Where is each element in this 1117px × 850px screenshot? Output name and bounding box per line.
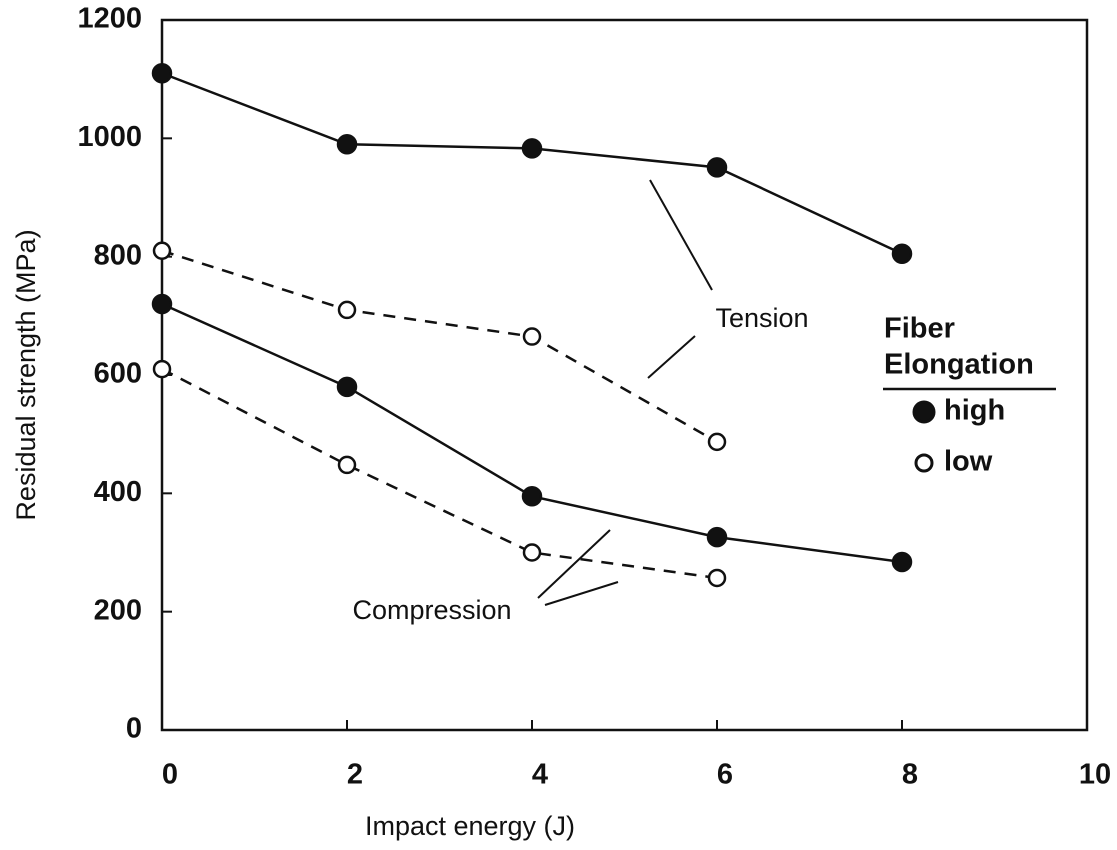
- y-tick-label: 400: [94, 476, 142, 508]
- point: [891, 243, 913, 264]
- point: [152, 359, 172, 379]
- series-line: [161, 72, 903, 255]
- point: [152, 241, 172, 260]
- y-tick-label: 0: [126, 713, 142, 745]
- y-tick-label: 600: [94, 358, 142, 390]
- annotation: Tension: [715, 303, 808, 333]
- y-tick-label: 1000: [77, 121, 142, 153]
- legend-label: low: [944, 446, 993, 478]
- leader-line: [537, 529, 611, 599]
- annotation: Compression: [352, 595, 511, 625]
- x-tick-label: 8: [902, 759, 918, 791]
- point: [151, 63, 173, 84]
- y-tick-label: 1200: [77, 3, 142, 35]
- point: [707, 432, 727, 452]
- point: [336, 134, 358, 155]
- point: [522, 543, 542, 562]
- x-tick-label: 2: [347, 759, 363, 791]
- point: [706, 526, 728, 548]
- point: [522, 327, 542, 346]
- point: [336, 376, 358, 398]
- x-tick-label: 10: [1079, 759, 1111, 791]
- y-axis-label: Residual strength (MPa): [11, 229, 41, 520]
- legend-title: Fiber: [884, 313, 955, 345]
- x-tick-label: 0: [162, 759, 178, 791]
- leader-line: [647, 335, 696, 379]
- point: [706, 157, 728, 178]
- point: [337, 455, 357, 475]
- y-tick-label: 800: [94, 239, 142, 271]
- x-tick-label: 4: [532, 759, 548, 791]
- point: [337, 300, 357, 320]
- series-line: [161, 249, 718, 443]
- legend-marker: [912, 400, 936, 424]
- legend-label: high: [944, 395, 1005, 427]
- point: [521, 486, 543, 507]
- x-tick-label: 6: [717, 759, 733, 791]
- legend-title: Elongation: [884, 349, 1034, 381]
- point: [151, 293, 173, 315]
- leader-line: [649, 179, 713, 291]
- point: [891, 551, 913, 573]
- point: [707, 568, 727, 588]
- legend-marker: [914, 453, 934, 473]
- y-tick-label: 200: [94, 594, 142, 626]
- series-line: [161, 367, 718, 580]
- leader-line: [544, 581, 619, 606]
- point: [521, 138, 543, 159]
- x-axis-label: Impact energy (J): [365, 811, 575, 841]
